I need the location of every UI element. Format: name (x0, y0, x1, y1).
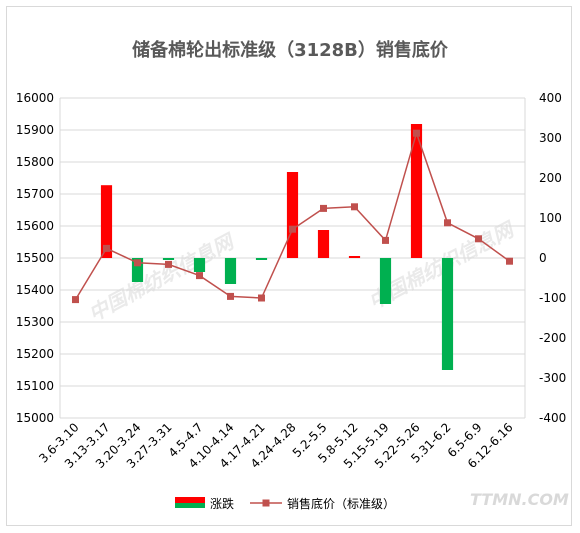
line-marker (444, 219, 451, 227)
y-left-tick-label: 15600 (16, 219, 54, 233)
line-marker (475, 235, 482, 243)
line-marker (413, 129, 420, 137)
bar (100, 185, 113, 258)
y-left-tick-label: 15000 (16, 411, 54, 425)
line-marker (382, 236, 389, 244)
y-right-tick-label: 100 (539, 211, 562, 225)
chart-frame (6, 6, 572, 526)
bar (193, 258, 206, 272)
bar (410, 124, 423, 258)
legend-label-bar: 涨跌 (210, 496, 234, 511)
y-left-tick-label: 15300 (16, 315, 54, 329)
y-left-tick-label: 15700 (16, 187, 54, 201)
y-left-tick-label: 15800 (16, 155, 54, 169)
y-right-tick-label: -100 (539, 291, 566, 305)
bar (131, 258, 144, 282)
legend-bar-swatch (175, 503, 205, 508)
line-marker (258, 294, 265, 302)
chart-title: 储备棉轮出标准级（3128B）销售底价 (132, 40, 448, 61)
line-marker (165, 260, 172, 268)
line-marker (320, 204, 327, 212)
bar (255, 258, 268, 260)
bar (379, 258, 392, 304)
y-right-tick-label: -300 (539, 371, 566, 385)
bar (348, 256, 361, 258)
y-left-tick-label: 15900 (16, 123, 54, 137)
bar (162, 258, 175, 260)
line-marker (227, 292, 234, 300)
watermark: TTMN.COM (470, 490, 569, 509)
y-left-tick-label: 15500 (16, 251, 54, 265)
line-marker (506, 257, 513, 265)
y-right-tick-label: -400 (539, 411, 566, 425)
line-marker (289, 225, 296, 233)
y-right-tick-label: -200 (539, 331, 566, 345)
y-right-tick-label: 200 (539, 171, 562, 185)
y-right-tick-label: 400 (539, 91, 562, 105)
bar (441, 258, 454, 370)
line-marker (351, 203, 358, 211)
legend-label-line: 销售底价（标准级） (287, 496, 395, 511)
line-marker (134, 259, 141, 267)
y-left-tick-label: 15200 (16, 347, 54, 361)
bar (224, 258, 237, 284)
line-marker (196, 272, 203, 280)
y-right-tick-label: 300 (539, 131, 562, 145)
y-left-tick-label: 15400 (16, 283, 54, 297)
legend-bar-swatch (175, 497, 205, 503)
line-marker (72, 296, 79, 304)
y-left-tick-label: 15100 (16, 379, 54, 393)
line-marker (103, 244, 110, 252)
bar (317, 230, 330, 258)
y-right-tick-label: 0 (539, 251, 547, 265)
bar (286, 172, 299, 258)
y-left-tick-label: 16000 (16, 91, 54, 105)
legend-line-marker (262, 499, 270, 507)
